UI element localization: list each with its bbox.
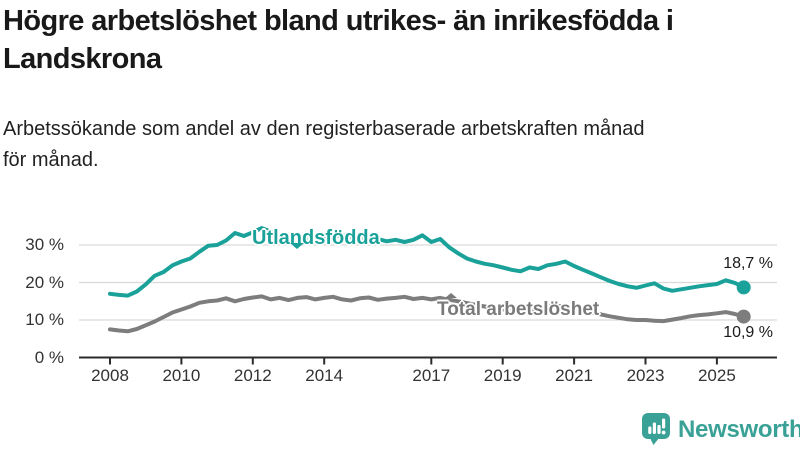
series-line-utlandsfodda: [108, 226, 746, 298]
chart-title-line-1: Högre arbetslöshet bland utrikes- än inr…: [3, 5, 674, 37]
series-label-total-arbetsloshet: Total arbetslöshet: [437, 299, 600, 320]
series-label-pointer-down-icon: [290, 243, 304, 249]
logo-bubble-tail: [650, 438, 659, 445]
series-label-utlandsfodda: Utlandsfödda: [252, 227, 380, 249]
x-tick-label-2014: 2014: [305, 366, 344, 385]
logo-exclamation-dot: [661, 430, 666, 435]
series-label-pointer-up-icon: [445, 293, 457, 298]
chart-subtitle: Arbetssökande som andel av den registerb…: [3, 114, 645, 176]
y-tick-label-10: 10 %: [25, 310, 64, 329]
newsworthy-logo-text[interactable]: Newsworthy: [678, 416, 800, 443]
y-tick-label-0: 0 %: [34, 347, 64, 367]
x-tick-label-2025: 2025: [697, 366, 736, 385]
x-tick-label-2021: 2021: [555, 366, 593, 385]
x-tick-label-2010: 2010: [162, 366, 201, 385]
logo-exclamation-bar: [662, 418, 666, 429]
y-tick-label-20: 20 %: [25, 272, 64, 292]
end-value-label-total: 10,9 %: [723, 324, 773, 341]
chart-title: Högre arbetslöshet bland utrikes- än inr…: [3, 2, 674, 78]
end-value-label-utlandsfodda: 18,7 %: [723, 255, 773, 272]
x-tick-label-2019: 2019: [483, 366, 522, 385]
chart-subtitle-line-1: Arbetssökande som andel av den registerb…: [3, 118, 645, 140]
x-tick-label-2008: 2008: [91, 366, 129, 385]
newsworthy-logo-icon[interactable]: [641, 412, 671, 446]
x-tick-label-2012: 2012: [233, 366, 272, 385]
logo-bar-2: [652, 422, 656, 434]
end-dot-utlandsfodda: [736, 280, 751, 295]
y-tick-label-30: 30 %: [25, 235, 64, 254]
logo-bar-1: [648, 426, 652, 434]
logo-bar-3: [657, 425, 661, 434]
end-dot-total: [736, 309, 751, 324]
chart-title-line-2: Landskrona: [3, 43, 162, 75]
x-tick-label-2017: 2017: [412, 366, 451, 385]
x-tick-label-2023: 2023: [626, 366, 665, 385]
chart-subtitle-line-2: för månad.: [3, 149, 99, 171]
series-line-total: [108, 294, 746, 334]
